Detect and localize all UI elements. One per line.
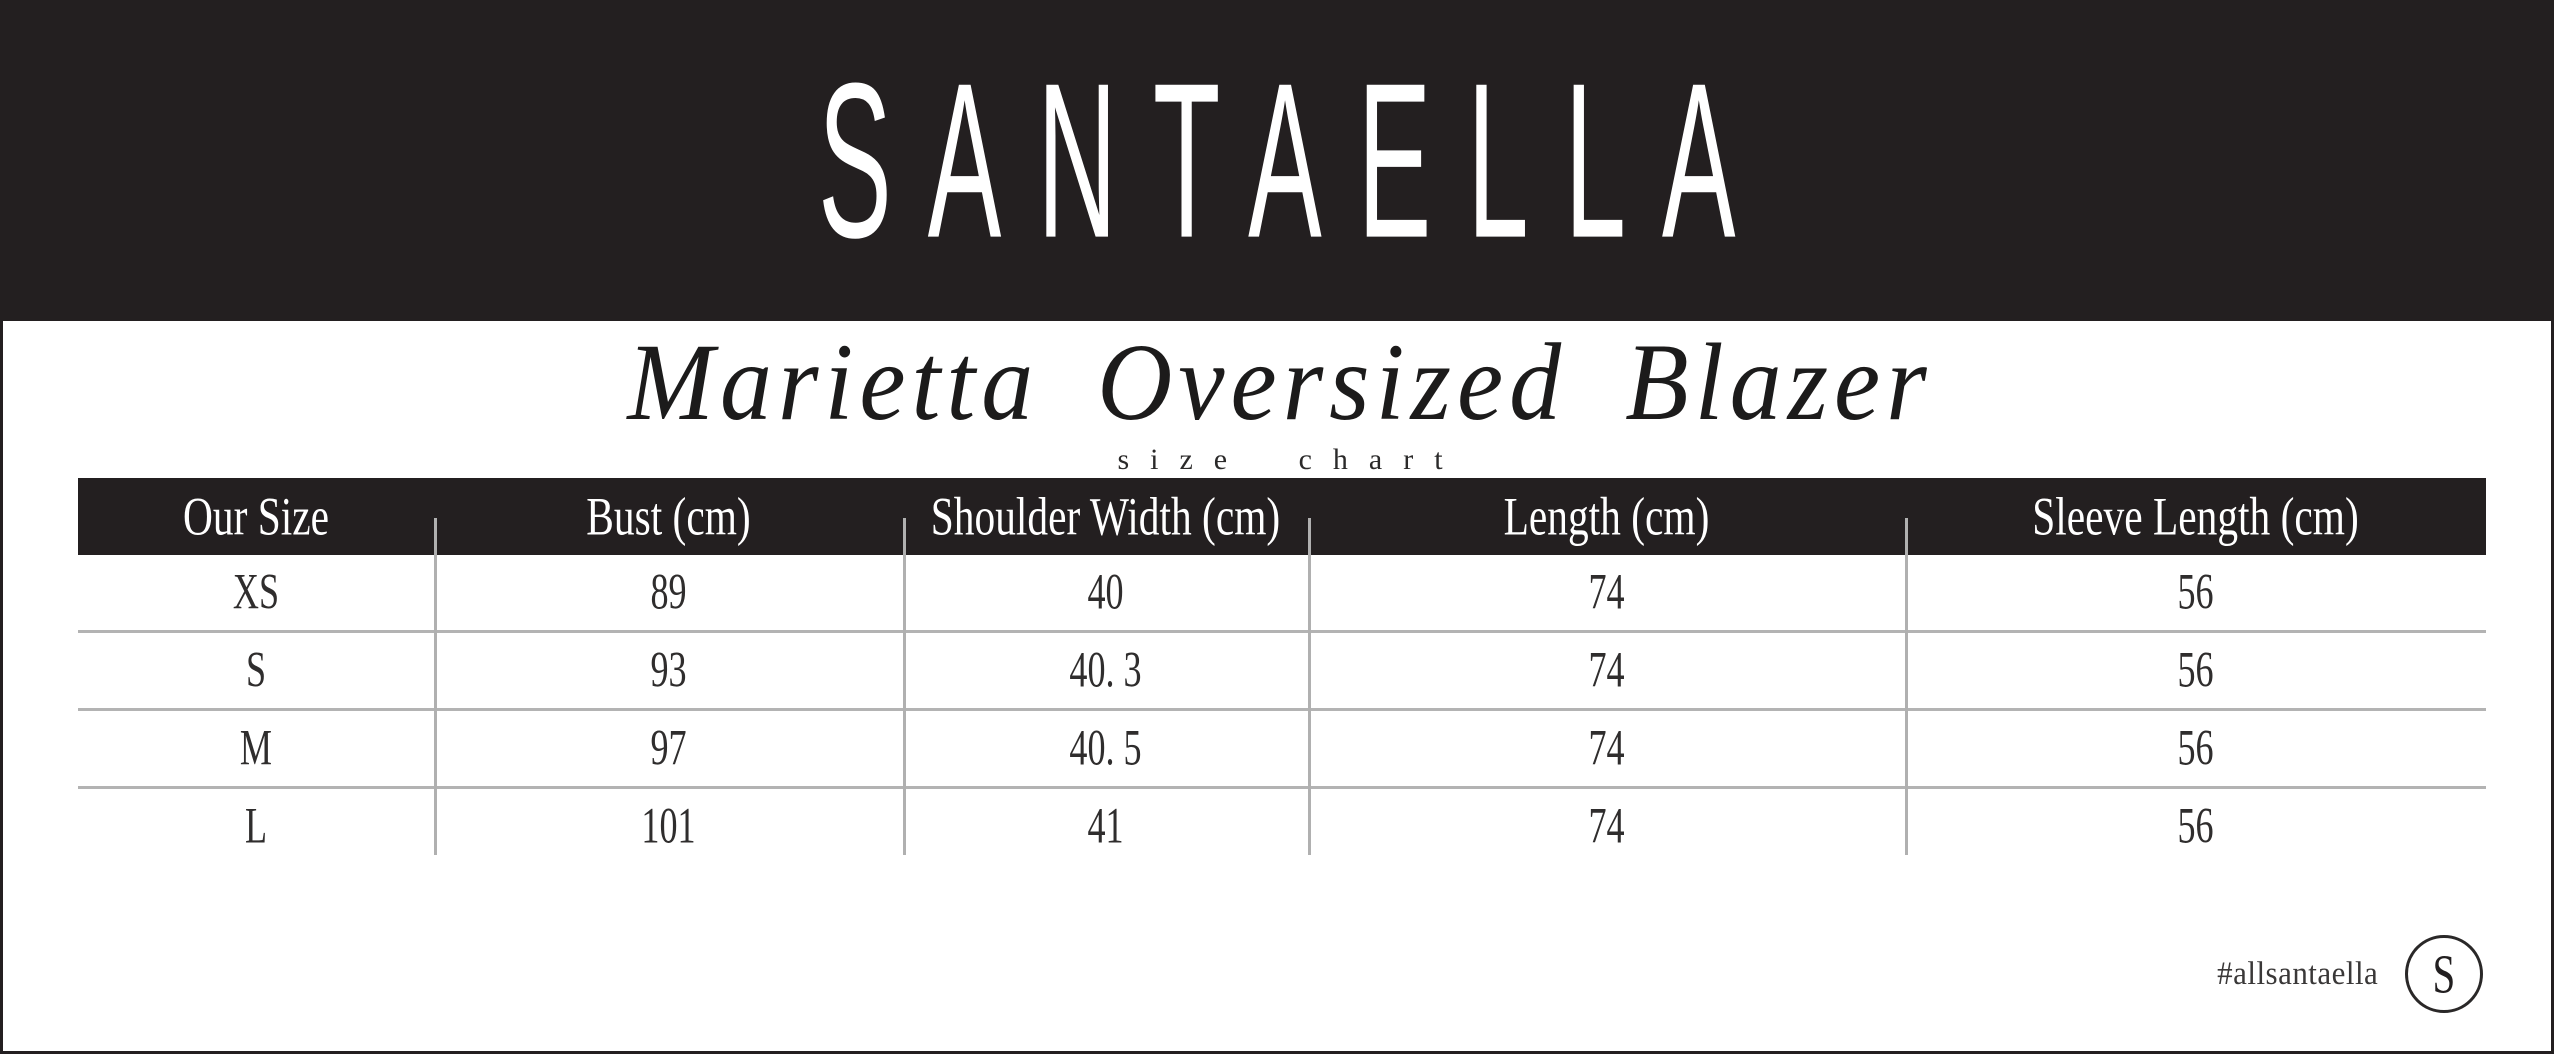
cell-size: XS: [232, 564, 280, 621]
column-header-bust: Bust (cm): [586, 485, 751, 546]
cell-bust: 101: [641, 798, 696, 855]
column-header-our-size: Our Size: [182, 485, 330, 546]
table-body: XS 89 40 74 56 S 93 40. 3 74 56 M 97 40.…: [78, 518, 2486, 864]
column-divider-1: [434, 518, 437, 855]
monogram-badge-icon: S: [2405, 935, 2483, 1013]
cell-bust: 97: [650, 720, 687, 777]
cell-size: S: [245, 642, 267, 699]
cell-sleeve: 56: [2177, 798, 2214, 855]
chart-subtitle: size chart: [1117, 443, 1464, 477]
title-block: Marietta Oversized Blazer size chart: [3, 321, 2551, 477]
monogram-letter: S: [2432, 943, 2456, 1005]
cell-length: 74: [1588, 798, 1625, 855]
cell-length: 74: [1588, 642, 1625, 699]
cell-length: 74: [1588, 564, 1625, 621]
cell-size: L: [244, 798, 268, 855]
table-row: S 93 40. 3 74 56: [78, 633, 2486, 711]
cell-sleeve: 56: [2177, 642, 2214, 699]
column-header-sleeve-length: Sleeve Length (cm): [2032, 485, 2359, 546]
cell-bust: 89: [650, 564, 687, 621]
product-title: Marietta Oversized Blazer: [627, 321, 1933, 444]
cell-sleeve: 56: [2177, 564, 2214, 621]
table-row: XS 89 40 74 56: [78, 555, 2486, 633]
column-header-length: Length (cm): [1503, 485, 1710, 546]
brand-band: SANTAELLA: [3, 3, 2551, 321]
column-divider-3: [1308, 518, 1311, 855]
column-divider-4: [1905, 518, 1908, 855]
brand-wordmark: SANTAELLA: [818, 36, 1772, 284]
table-row: L 101 41 74 56: [78, 789, 2486, 864]
cell-shoulder: 41: [1087, 798, 1124, 855]
footer: #allsantaella S: [2212, 935, 2483, 1013]
hashtag-label: #allsantaella: [2216, 955, 2378, 992]
size-chart-table: Our Size Bust (cm) Shoulder Width (cm) L…: [78, 478, 2486, 864]
column-header-shoulder-width: Shoulder Width (cm): [930, 485, 1281, 546]
column-divider-2: [903, 518, 906, 855]
cell-bust: 93: [650, 642, 687, 699]
cell-length: 74: [1588, 720, 1625, 777]
cell-sleeve: 56: [2177, 720, 2214, 777]
cell-size: M: [239, 720, 273, 777]
cell-shoulder: 40. 3: [1069, 642, 1142, 699]
table-row: M 97 40. 5 74 56: [78, 711, 2486, 789]
table-header-row: Our Size Bust (cm) Shoulder Width (cm) L…: [78, 478, 2486, 555]
cell-shoulder: 40. 5: [1069, 720, 1142, 777]
cell-shoulder: 40: [1087, 564, 1124, 621]
